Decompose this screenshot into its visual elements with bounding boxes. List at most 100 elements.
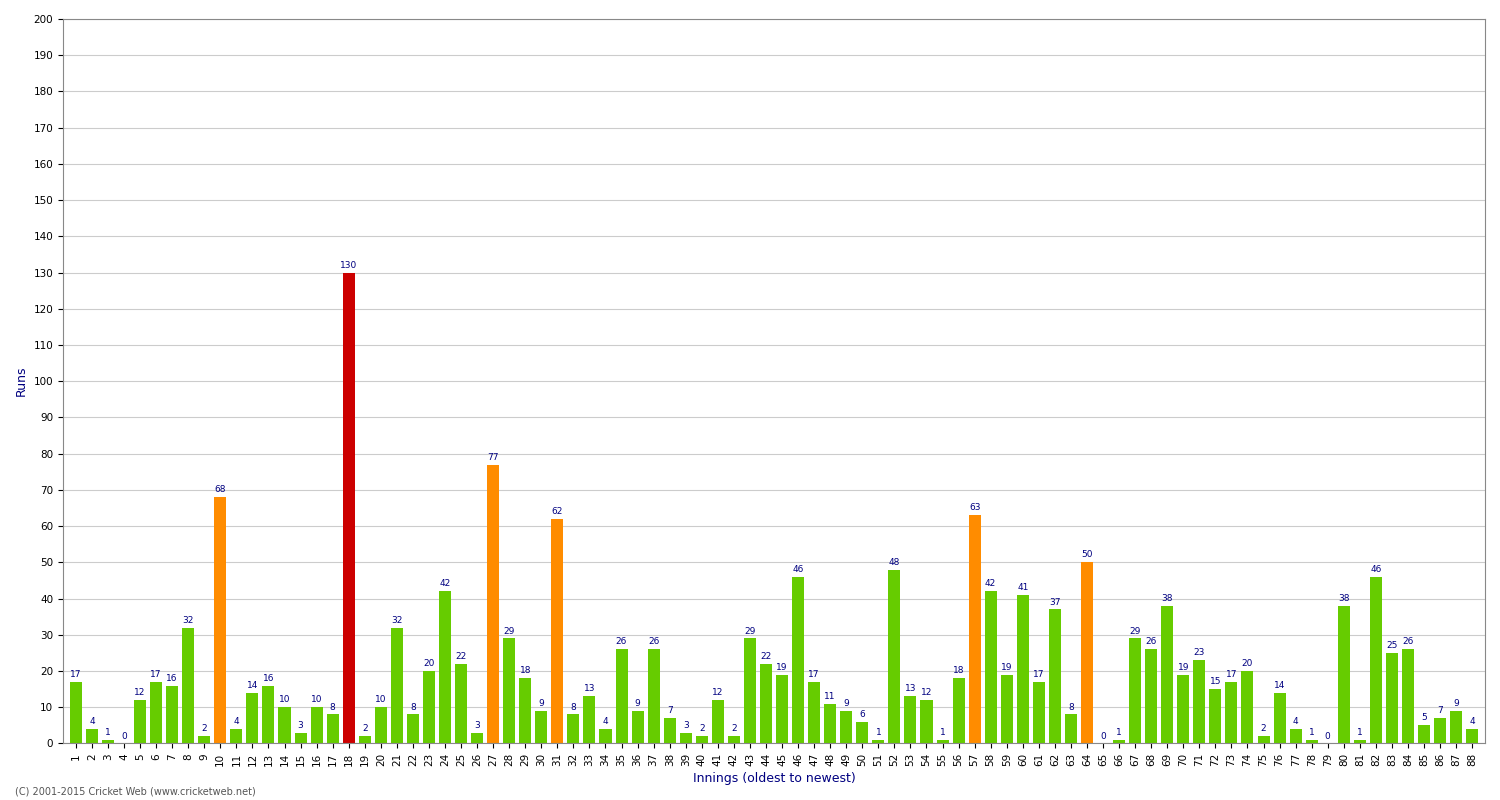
Bar bbox=[1017, 595, 1029, 743]
Text: 62: 62 bbox=[552, 507, 562, 516]
Text: 130: 130 bbox=[340, 261, 357, 270]
Bar bbox=[663, 718, 675, 743]
Text: 1: 1 bbox=[1310, 728, 1314, 737]
Text: 38: 38 bbox=[1338, 594, 1350, 603]
Text: 13: 13 bbox=[584, 685, 596, 694]
Bar bbox=[246, 693, 258, 743]
Bar bbox=[1194, 660, 1206, 743]
Bar bbox=[888, 570, 900, 743]
Bar bbox=[1305, 740, 1317, 743]
Text: 42: 42 bbox=[440, 579, 450, 589]
Text: 23: 23 bbox=[1194, 648, 1204, 658]
Text: 18: 18 bbox=[952, 666, 964, 675]
Bar bbox=[1113, 740, 1125, 743]
Bar bbox=[680, 733, 692, 743]
Text: 0: 0 bbox=[122, 731, 128, 741]
Bar bbox=[840, 711, 852, 743]
Text: 42: 42 bbox=[986, 579, 996, 589]
Text: 17: 17 bbox=[808, 670, 820, 679]
Text: 16: 16 bbox=[262, 674, 274, 682]
Text: 5: 5 bbox=[1420, 714, 1426, 722]
Text: 7: 7 bbox=[668, 706, 672, 715]
Bar bbox=[294, 733, 306, 743]
Bar bbox=[1338, 606, 1350, 743]
Bar bbox=[984, 591, 996, 743]
Bar bbox=[1450, 711, 1462, 743]
Text: 19: 19 bbox=[777, 662, 788, 672]
Text: 6: 6 bbox=[859, 710, 865, 719]
Bar bbox=[936, 740, 948, 743]
Bar bbox=[824, 704, 836, 743]
X-axis label: Innings (oldest to newest): Innings (oldest to newest) bbox=[693, 772, 855, 785]
Bar bbox=[1354, 740, 1366, 743]
Bar bbox=[776, 674, 788, 743]
Bar bbox=[1386, 653, 1398, 743]
Bar bbox=[1178, 674, 1190, 743]
Text: 13: 13 bbox=[904, 685, 916, 694]
Bar bbox=[600, 729, 612, 743]
Text: 3: 3 bbox=[297, 721, 303, 730]
Bar bbox=[1000, 674, 1012, 743]
Bar bbox=[1209, 689, 1221, 743]
Bar bbox=[279, 707, 291, 743]
Text: 2: 2 bbox=[699, 724, 705, 734]
Text: 4: 4 bbox=[1470, 717, 1474, 726]
Text: 4: 4 bbox=[1293, 717, 1299, 726]
Text: 4: 4 bbox=[234, 717, 238, 726]
Text: 17: 17 bbox=[150, 670, 162, 679]
Bar bbox=[1226, 682, 1238, 743]
Text: 11: 11 bbox=[825, 692, 836, 701]
Text: 3: 3 bbox=[474, 721, 480, 730]
Text: 38: 38 bbox=[1161, 594, 1173, 603]
Bar bbox=[310, 707, 322, 743]
Bar bbox=[792, 577, 804, 743]
Text: 19: 19 bbox=[1178, 662, 1190, 672]
Bar bbox=[488, 465, 500, 743]
Bar bbox=[696, 736, 708, 743]
Text: 32: 32 bbox=[183, 616, 194, 625]
Bar bbox=[454, 664, 466, 743]
Bar bbox=[1434, 718, 1446, 743]
Bar bbox=[744, 638, 756, 743]
Text: 0: 0 bbox=[1324, 731, 1330, 741]
Bar bbox=[214, 497, 226, 743]
Text: 17: 17 bbox=[70, 670, 81, 679]
Text: 9: 9 bbox=[1454, 699, 1460, 708]
Text: 16: 16 bbox=[166, 674, 178, 682]
Text: (C) 2001-2015 Cricket Web (www.cricketweb.net): (C) 2001-2015 Cricket Web (www.cricketwe… bbox=[15, 786, 255, 796]
Text: 2: 2 bbox=[1260, 724, 1266, 734]
Text: 20: 20 bbox=[1242, 659, 1252, 668]
Bar bbox=[342, 273, 354, 743]
Text: 12: 12 bbox=[135, 688, 146, 697]
Bar bbox=[873, 740, 885, 743]
Bar bbox=[952, 678, 964, 743]
Text: 0: 0 bbox=[1100, 731, 1106, 741]
Bar bbox=[760, 664, 772, 743]
Bar bbox=[182, 627, 194, 743]
Text: 14: 14 bbox=[1274, 681, 1286, 690]
Text: 9: 9 bbox=[634, 699, 640, 708]
Text: 25: 25 bbox=[1386, 641, 1398, 650]
Bar bbox=[1290, 729, 1302, 743]
Text: 9: 9 bbox=[843, 699, 849, 708]
Text: 2: 2 bbox=[201, 724, 207, 734]
Text: 1: 1 bbox=[105, 728, 111, 737]
Text: 8: 8 bbox=[1068, 702, 1074, 711]
Text: 37: 37 bbox=[1048, 598, 1060, 606]
Text: 63: 63 bbox=[969, 503, 981, 512]
Text: 4: 4 bbox=[603, 717, 609, 726]
Bar bbox=[1161, 606, 1173, 743]
Text: 10: 10 bbox=[279, 695, 291, 704]
Text: 41: 41 bbox=[1017, 583, 1029, 592]
Text: 9: 9 bbox=[538, 699, 544, 708]
Text: 50: 50 bbox=[1082, 550, 1092, 559]
Text: 22: 22 bbox=[456, 652, 466, 661]
Text: 1: 1 bbox=[876, 728, 880, 737]
Text: 68: 68 bbox=[214, 486, 226, 494]
Bar bbox=[70, 682, 82, 743]
Text: 20: 20 bbox=[423, 659, 435, 668]
Text: 32: 32 bbox=[392, 616, 402, 625]
Text: 1: 1 bbox=[1116, 728, 1122, 737]
Bar bbox=[440, 591, 452, 743]
Bar bbox=[471, 733, 483, 743]
